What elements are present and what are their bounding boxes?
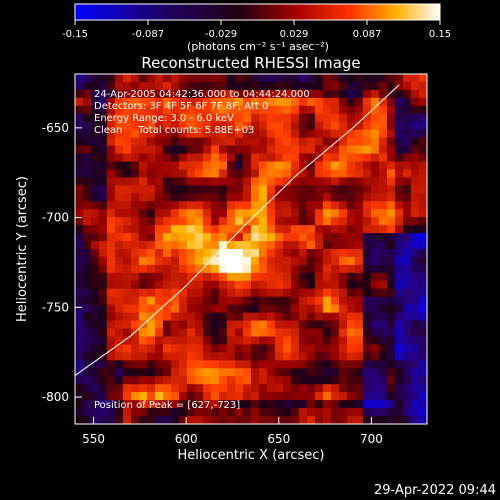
annotation-time-range: 24-Apr-2005 04:42:36.000 to 04:44:24.000 [94, 89, 310, 100]
x-tick-label: 550 [82, 432, 105, 446]
colorbar-tick-label: 0.029 [280, 29, 309, 40]
peak-position-label: Position of Peak = [627,-723] [94, 400, 240, 411]
y-tick-label: -750 [42, 300, 69, 314]
heatmap-cells [75, 74, 427, 424]
y-axis-ticks: -650 -700 -750 -800 [42, 121, 82, 404]
colorbar-tick-label: -0.029 [205, 29, 237, 40]
x-tick-label: 700 [360, 432, 383, 446]
x-axis-label: Heliocentric X (arcsec) [178, 448, 325, 463]
colorbar-ticks: -0.15 -0.087 -0.029 0.029 0.087 0.15 [62, 20, 451, 40]
y-tick-label: -800 [42, 390, 69, 404]
plot-frame [74, 73, 428, 425]
colorbar-tick-label: 0.15 [429, 29, 451, 40]
chart-title: Reconstructed RHESSI Image [141, 54, 360, 72]
y-tick-label: -700 [42, 211, 69, 225]
x-tick-label: 600 [175, 432, 198, 446]
colorbar-tick-label: -0.087 [132, 29, 164, 40]
colorbar [74, 3, 441, 21]
x-tick-label: 650 [267, 432, 290, 446]
annotation-clean-counts: Clean Total counts: 5.88E+03 [94, 125, 254, 136]
colorbar-tick-label: -0.15 [62, 29, 88, 40]
y-axis-label: Heliocentric Y (arcsec) [15, 176, 30, 322]
solar-limb-curve [75, 84, 400, 376]
annotation-energy-range: Energy Range: 3.0 - 6.0 keV [94, 113, 234, 124]
colorbar-tick-label: 0.087 [353, 29, 382, 40]
annotation-detectors: Detectors: 3F 4F 5F 6F 7F 8F, Att 0 [94, 101, 268, 112]
render-timestamp: 29-Apr-2022 09:44 [374, 483, 496, 498]
observation-annotations: 24-Apr-2005 04:42:36.000 to 04:44:24.000… [94, 89, 310, 136]
x-axis-ticks: 550 600 650 700 [82, 417, 383, 446]
y-tick-label: -650 [42, 121, 69, 135]
colorbar-unit-label: (photons cm⁻² s⁻¹ asec⁻²) [187, 40, 329, 53]
